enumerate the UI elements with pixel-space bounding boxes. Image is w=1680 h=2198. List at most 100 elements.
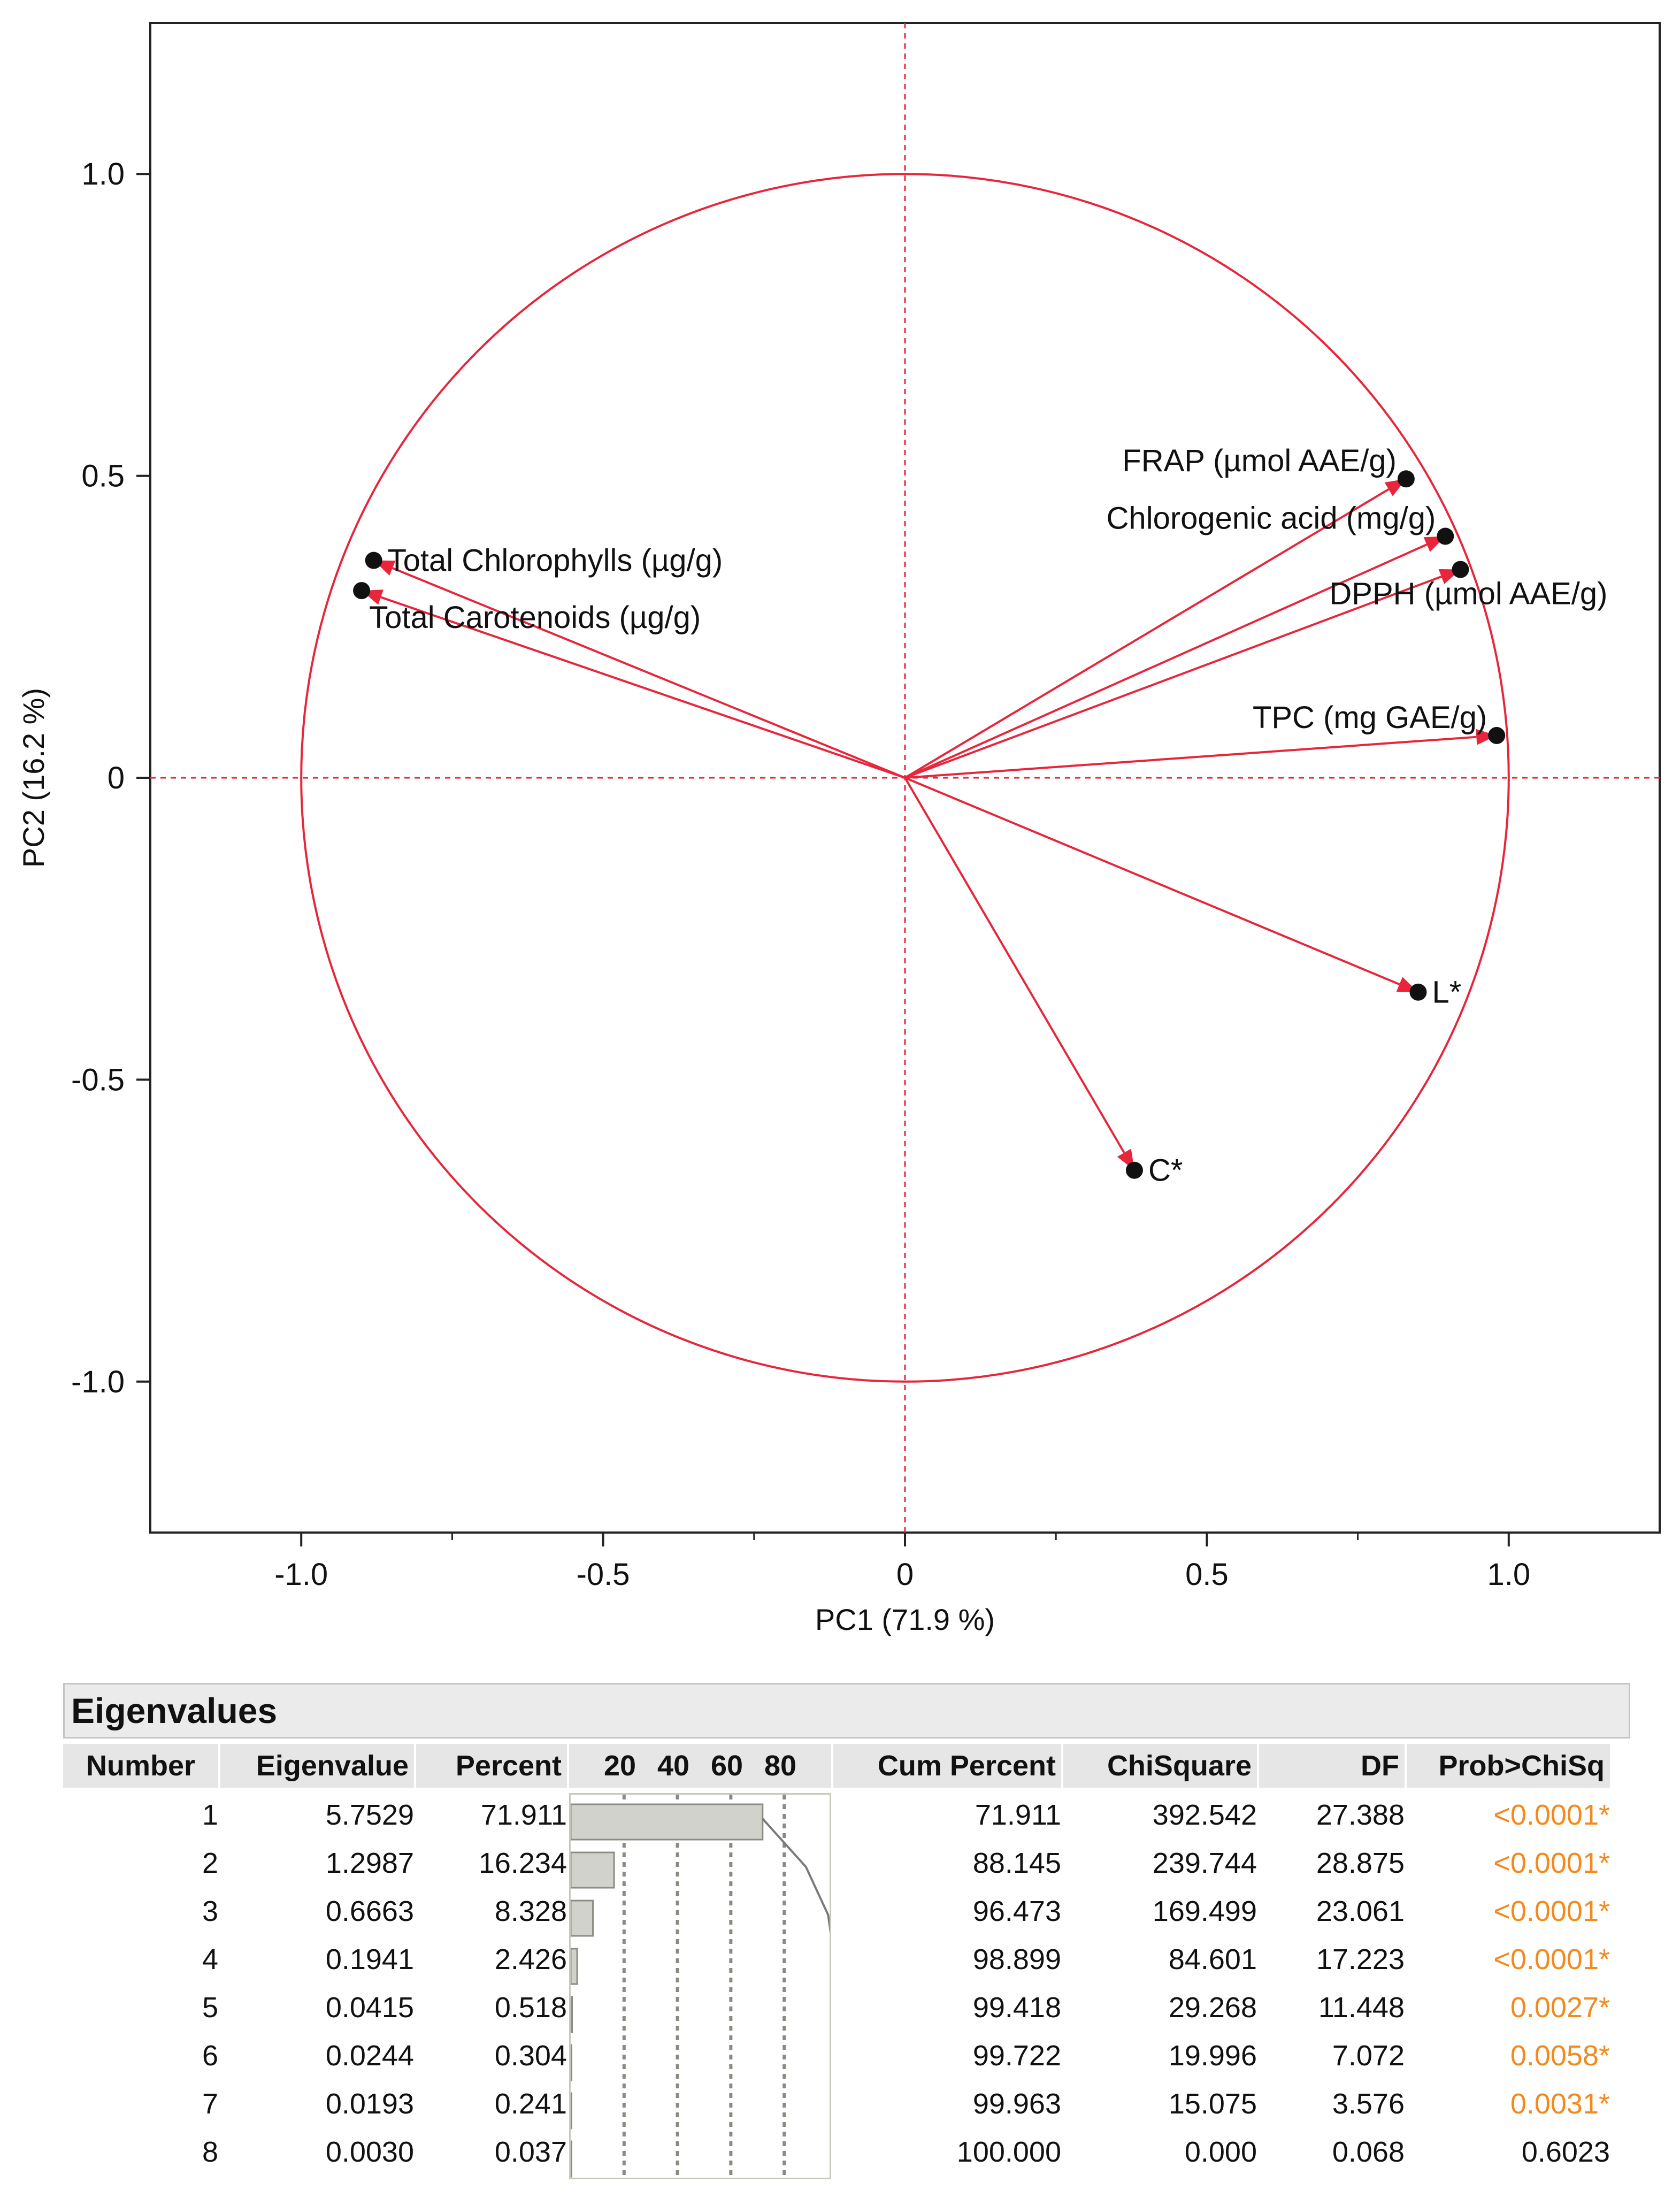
eigenvalues-title: Eigenvalues	[71, 1691, 278, 1730]
cell-cum-percent: 88.145	[972, 1847, 1061, 1879]
cell-prob-chisq: <0.0001*	[1493, 1799, 1610, 1831]
cell-percent: 71.911	[480, 1799, 567, 1831]
percent-bar-4	[570, 1948, 578, 1985]
table-row: 4 0.1941 2.426 98.899 84.601 17.223 <0.0001*	[63, 1935, 1630, 1983]
percent-bar-1	[570, 1803, 764, 1841]
cell-percent: 8.328	[494, 1895, 567, 1927]
cell-eigenvalue: 0.0244	[325, 2040, 414, 2072]
cell-number: 8	[202, 2136, 218, 2168]
percent-bar-8	[570, 2140, 572, 2178]
eigenvalues-header: Eigenvalues	[63, 1683, 1630, 1739]
table-row: 2 1.2987 16.234 88.145 239.744 28.875 <0.0001*	[63, 1839, 1630, 1887]
percent-bar-3	[570, 1900, 594, 1937]
cell-df: 27.388	[1316, 1799, 1405, 1831]
y-tick-label-2: 0	[108, 761, 125, 795]
percent-bar-7	[570, 2092, 572, 2130]
loading-point-chlorogenic-acid-mg-g	[1437, 527, 1454, 545]
cell-cum-percent: 100.000	[956, 2136, 1061, 2168]
cell-chisquare: 0.000	[1184, 2136, 1257, 2168]
loading-vector-total-chlorophylls-g-g	[392, 567, 906, 779]
x-tick-label-3: 0.5	[1185, 1557, 1229, 1592]
x-tick-label-0: -1.0	[274, 1557, 328, 1592]
cell-cum-percent: 71.911	[975, 1799, 1061, 1831]
cell-prob-chisq: 0.0027*	[1510, 1992, 1610, 2024]
col-header-cum-percent: Cum Percent	[833, 1744, 1061, 1788]
cell-percent: 0.304	[494, 2040, 567, 2072]
cell-cum-percent: 99.963	[972, 2088, 1061, 2120]
loading-vector-chlorogenic-acid-mg-g	[904, 543, 1428, 779]
bar-axis-label-40: 40	[657, 1750, 690, 1782]
table-row: 1 5.7529 71.911 71.911 392.542 27.388 <0.0001*	[63, 1791, 1630, 1839]
loading-vector-total-carotenoids-g-g	[380, 596, 906, 779]
loading-vector-l	[904, 777, 1400, 985]
loading-vector-c	[904, 777, 1125, 1153]
cell-chisquare: 84.601	[1168, 1943, 1257, 1975]
loading-point-frap-mol-aae-g	[1397, 470, 1415, 488]
cell-prob-chisq: <0.0001*	[1493, 1847, 1610, 1879]
loading-label-chlorogenic-acid-mg-g: Chlorogenic acid (mg/g)	[1107, 501, 1436, 535]
cell-number: 6	[202, 2040, 218, 2072]
loading-layer: Total Chlorophylls (µg/g) Total Carotenoi…	[353, 443, 1607, 1188]
cell-eigenvalue: 0.0193	[325, 2088, 414, 2120]
axis-layer: -1.0 -0.5 0 0.5 1.0 1.0 0.5 0 -0.5 -1.0	[71, 23, 1660, 1592]
cell-number: 2	[202, 1847, 218, 1879]
loading-label-total-chlorophylls-g-g: Total Chlorophylls (µg/g)	[388, 543, 723, 578]
bar-axis-label-80: 80	[764, 1750, 797, 1782]
cell-chisquare: 19.996	[1168, 2040, 1257, 2072]
table-row: 6 0.0244 0.304 99.722 19.996 7.072 0.0058*	[63, 2032, 1630, 2080]
x-tick-label-1: -0.5	[577, 1557, 630, 1592]
x-tick-label-4: 1.0	[1487, 1557, 1530, 1592]
col-header-number: Number	[63, 1744, 218, 1788]
eigenvalues-column-headers: Number Eigenvalue Percent 20 40 60 80 Cu…	[63, 1739, 1630, 1791]
percent-bar-5	[570, 1996, 573, 2033]
loading-vector-tpc-mg-gae-g	[904, 736, 1477, 779]
percent-bar-6	[570, 2044, 573, 2081]
cell-prob-chisq: <0.0001*	[1493, 1943, 1610, 1975]
cell-eigenvalue: 0.0030	[325, 2136, 414, 2168]
cell-chisquare: 239.744	[1152, 1847, 1257, 1879]
y-tick-label-1: 0.5	[81, 459, 125, 494]
cell-eigenvalue: 5.7529	[325, 1799, 414, 1831]
cell-percent: 0.518	[494, 1992, 567, 2024]
cell-prob-chisq: <0.0001*	[1493, 1895, 1610, 1927]
cell-cum-percent: 99.418	[972, 1992, 1061, 2024]
cell-eigenvalue: 1.2987	[325, 1847, 414, 1879]
bar-axis-label-20: 20	[603, 1750, 636, 1782]
loading-point-c	[1125, 1161, 1143, 1179]
cell-df: 0.068	[1332, 2136, 1405, 2168]
cell-eigenvalue: 0.6663	[325, 1895, 414, 1927]
table-row: 8 0.0030 0.037 100.000 0.000 0.068 0.6023	[63, 2128, 1630, 2176]
cell-prob-chisq: 0.0031*	[1510, 2088, 1610, 2120]
cell-number: 4	[202, 1943, 218, 1975]
loading-label-l: L*	[1432, 975, 1461, 1010]
table-row: 5 0.0415 0.518 99.418 29.268 11.448 0.0027*	[63, 1983, 1630, 2032]
cell-percent: 0.241	[494, 2088, 567, 2120]
cell-number: 3	[202, 1895, 218, 1927]
y-tick-label-0: 1.0	[81, 157, 125, 192]
loading-label-dpph-mol-aae-g: DPPH (µmol AAE/g)	[1329, 577, 1607, 611]
loading-point-tpc-mg-gae-g	[1488, 726, 1506, 744]
cell-cum-percent: 98.899	[972, 1943, 1061, 1975]
table-row: 3 0.6663 8.328 96.473 169.499 23.061 <0.0001*	[63, 1887, 1630, 1935]
loading-point-total-carotenoids-g-g	[353, 582, 371, 600]
cell-chisquare: 29.268	[1168, 1992, 1257, 2024]
loading-point-dpph-mol-aae-g	[1452, 561, 1469, 578]
cell-number: 1	[202, 1799, 218, 1831]
unit-circle	[300, 173, 1510, 1383]
cell-percent: 0.037	[494, 2136, 567, 2168]
col-header-df: DF	[1259, 1744, 1405, 1788]
col-header-percent: Percent	[416, 1744, 567, 1788]
cell-percent: 2.426	[494, 1943, 567, 1975]
y-tick-label-3: -0.5	[71, 1062, 125, 1097]
cell-df: 11.448	[1318, 1992, 1405, 2024]
cell-prob-chisq: 0.0058*	[1510, 2040, 1610, 2072]
eigenvalues-body: 1 5.7529 71.911 71.911 392.542 27.388 <0.0001*…	[63, 1791, 1630, 2179]
col-header-eigenvalue: Eigenvalue	[220, 1744, 414, 1788]
loading-point-total-chlorophylls-g-g	[365, 552, 382, 569]
cell-prob-chisq: 0.6023	[1521, 2136, 1610, 2168]
loading-vector-dpph-mol-aae-g	[904, 576, 1442, 779]
cell-chisquare: 392.542	[1152, 1799, 1257, 1831]
x-axis-label: PC1 (71.9 %)	[815, 1603, 995, 1636]
loading-label-tpc-mg-gae-g: TPC (mg GAE/g)	[1253, 700, 1487, 735]
table-row: 7 0.0193 0.241 99.963 15.075 3.576 0.0031*	[63, 2080, 1630, 2128]
